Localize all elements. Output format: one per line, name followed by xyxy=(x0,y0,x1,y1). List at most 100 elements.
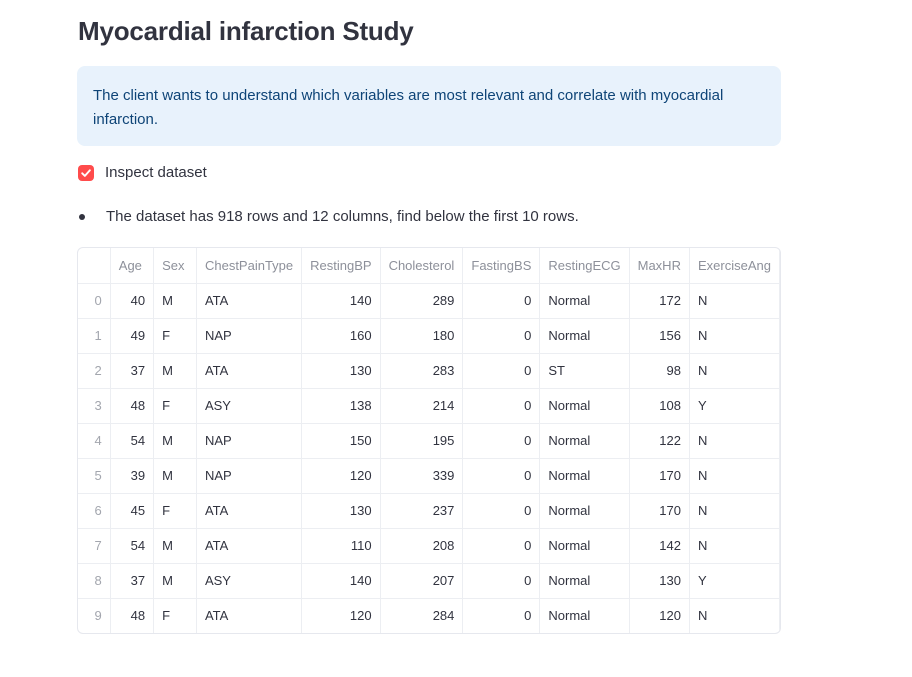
table-cell[interactable]: 49 xyxy=(110,318,155,354)
table-cell[interactable]: N xyxy=(689,423,780,459)
table-cell[interactable]: 156 xyxy=(629,318,690,354)
table-cell[interactable]: 207 xyxy=(380,563,464,599)
table-cell[interactable]: 40 xyxy=(110,283,155,319)
table-cell[interactable]: 195 xyxy=(380,423,464,459)
table-cell[interactable]: 0 xyxy=(462,528,541,564)
table-cell[interactable]: 140 xyxy=(301,283,381,319)
table-cell[interactable]: ST xyxy=(539,353,630,389)
table-cell[interactable]: NAP xyxy=(196,458,303,494)
table-cell[interactable]: 120 xyxy=(301,598,381,633)
table-cell[interactable]: Normal xyxy=(539,318,630,354)
table-cell[interactable]: 45 xyxy=(110,493,155,529)
table-cell[interactable]: ATA xyxy=(196,598,303,633)
table-cell[interactable]: F xyxy=(153,493,197,529)
table-cell[interactable]: 110 xyxy=(301,528,381,564)
table-cell[interactable]: N xyxy=(689,283,780,319)
table-cell[interactable]: 237 xyxy=(380,493,464,529)
column-header[interactable]: RestingBP xyxy=(301,248,381,284)
table-cell[interactable]: Normal xyxy=(539,528,630,564)
table-cell[interactable]: Normal xyxy=(539,598,630,633)
table-cell[interactable]: 0 xyxy=(462,353,541,389)
table-cell[interactable]: 122 xyxy=(629,423,690,459)
table-cell[interactable]: 130 xyxy=(301,493,381,529)
table-cell[interactable]: N xyxy=(689,598,780,633)
table-cell[interactable]: M xyxy=(153,563,197,599)
table-cell[interactable]: 0 xyxy=(462,388,541,424)
table-cell[interactable]: 98 xyxy=(629,353,690,389)
table-cell[interactable]: 48 xyxy=(110,388,155,424)
table-cell[interactable]: 0 xyxy=(462,563,541,599)
table-cell[interactable]: 289 xyxy=(380,283,464,319)
column-header[interactable]: ExerciseAng xyxy=(689,248,780,284)
table-cell[interactable]: 180 xyxy=(380,318,464,354)
table-cell[interactable]: 283 xyxy=(380,353,464,389)
dataframe-table[interactable]: Age Sex ChestPainType RestingBP Choleste… xyxy=(77,247,781,634)
table-cell[interactable]: 130 xyxy=(301,353,381,389)
table-cell[interactable]: F xyxy=(153,318,197,354)
table-cell[interactable]: N xyxy=(689,493,780,529)
table-cell[interactable]: ASY xyxy=(196,388,303,424)
column-header[interactable]: MaxHR xyxy=(629,248,690,284)
table-cell[interactable]: Normal xyxy=(539,283,630,319)
column-header[interactable]: RestingECG xyxy=(539,248,630,284)
table-cell[interactable]: Y xyxy=(689,563,780,599)
table-cell[interactable]: ATA xyxy=(196,528,303,564)
table-cell[interactable]: 339 xyxy=(380,458,464,494)
table-cell[interactable]: N xyxy=(689,318,780,354)
table-cell[interactable]: 0 xyxy=(462,458,541,494)
table-cell[interactable]: 150 xyxy=(301,423,381,459)
table-cell[interactable]: M xyxy=(153,353,197,389)
table-cell[interactable]: 140 xyxy=(301,563,381,599)
table-cell[interactable]: 37 xyxy=(110,563,155,599)
table-cell[interactable]: 54 xyxy=(110,528,155,564)
table-cell[interactable]: 160 xyxy=(301,318,381,354)
table-cell[interactable]: 37 xyxy=(110,353,155,389)
inspect-dataset-checkbox[interactable]: Inspect dataset xyxy=(78,164,207,181)
column-header[interactable]: Cholesterol xyxy=(380,248,464,284)
table-cell[interactable]: Normal xyxy=(539,458,630,494)
table-cell[interactable]: N xyxy=(689,528,780,564)
table-cell[interactable]: 0 xyxy=(462,493,541,529)
column-header[interactable]: Sex xyxy=(153,248,197,284)
table-cell[interactable]: F xyxy=(153,598,197,633)
table-cell[interactable]: 0 xyxy=(462,423,541,459)
table-cell[interactable]: Normal xyxy=(539,423,630,459)
table-cell[interactable]: NAP xyxy=(196,318,303,354)
table-cell[interactable]: N xyxy=(689,458,780,494)
table-cell[interactable]: 48 xyxy=(110,598,155,633)
checkbox-checked-icon[interactable] xyxy=(78,164,94,181)
table-cell[interactable]: 170 xyxy=(629,493,690,529)
table-cell[interactable]: F xyxy=(153,388,197,424)
table-cell[interactable]: N xyxy=(689,353,780,389)
column-header[interactable]: ChestPainType xyxy=(196,248,303,284)
table-cell[interactable]: 208 xyxy=(380,528,464,564)
table-cell[interactable]: 0 xyxy=(462,283,541,319)
table-cell[interactable]: 39 xyxy=(110,458,155,494)
table-cell[interactable]: Normal xyxy=(539,493,630,529)
table-cell[interactable]: ATA xyxy=(196,493,303,529)
table-cell[interactable]: Normal xyxy=(539,388,630,424)
table-cell[interactable]: 284 xyxy=(380,598,464,633)
table-cell[interactable]: 170 xyxy=(629,458,690,494)
table-cell[interactable]: 120 xyxy=(301,458,381,494)
table-cell[interactable]: ATA xyxy=(196,283,303,319)
table-cell[interactable]: ASY xyxy=(196,563,303,599)
table-cell[interactable]: ATA xyxy=(196,353,303,389)
table-cell[interactable]: 120 xyxy=(629,598,690,633)
table-cell[interactable]: Y xyxy=(689,388,780,424)
table-cell[interactable]: 138 xyxy=(301,388,381,424)
table-cell[interactable]: NAP xyxy=(196,423,303,459)
table-cell[interactable]: 172 xyxy=(629,283,690,319)
table-cell[interactable]: M xyxy=(153,458,197,494)
table-cell[interactable]: 142 xyxy=(629,528,690,564)
table-cell[interactable]: M xyxy=(153,528,197,564)
table-cell[interactable]: 54 xyxy=(110,423,155,459)
table-cell[interactable]: 0 xyxy=(462,598,541,633)
table-cell[interactable]: 130 xyxy=(629,563,690,599)
column-header[interactable]: FastingBS xyxy=(462,248,541,284)
table-cell[interactable]: M xyxy=(153,283,197,319)
table-cell[interactable]: 0 xyxy=(462,318,541,354)
table-cell[interactable]: 214 xyxy=(380,388,464,424)
table-cell[interactable]: Normal xyxy=(539,563,630,599)
table-cell[interactable]: 108 xyxy=(629,388,690,424)
